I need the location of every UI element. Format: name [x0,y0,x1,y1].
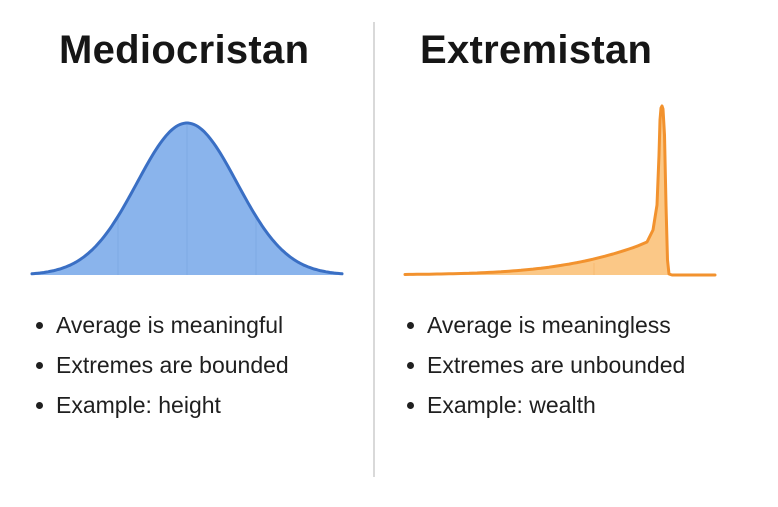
bullet-icon [36,362,43,369]
list-item-text: Average is meaningful [56,312,284,338]
mediocristan-points: Average is meaningful Extremes are bound… [34,305,289,425]
mediocristan-title: Mediocristan [59,28,310,72]
extremistan-panel: Extremistan Average is meaningless Extre… [375,0,778,507]
bullet-icon [407,402,414,409]
extremistan-title: Extremistan [420,28,653,72]
mediocristan-panel: Mediocristan Average is meaningful Extre… [0,0,373,507]
bell-curve-graphic [30,121,344,276]
list-item: Average is meaningless [405,305,685,345]
panel-divider [373,22,375,477]
bell-curve-line [30,121,344,276]
fat-tail-curve-line [403,104,717,277]
bullet-icon [36,402,43,409]
list-item: Average is meaningful [34,305,289,345]
fat-tail-curve-fill [405,106,672,275]
list-item-text: Average is meaningless [427,312,671,338]
list-item-text: Extremes are bounded [56,352,289,378]
list-item: Extremes are unbounded [405,345,685,385]
list-item: Example: wealth [405,385,685,425]
list-item: Example: height [34,385,289,425]
list-item-text: Example: height [56,392,221,418]
bullet-icon [407,362,414,369]
list-item: Extremes are bounded [34,345,289,385]
list-item-text: Example: wealth [427,392,596,418]
list-item-text: Extremes are unbounded [427,352,686,378]
bullet-icon [407,322,414,329]
bullet-icon [36,322,43,329]
fat-tail-curve-graphic [403,104,717,277]
extremistan-points: Average is meaningless Extremes are unbo… [405,305,685,425]
